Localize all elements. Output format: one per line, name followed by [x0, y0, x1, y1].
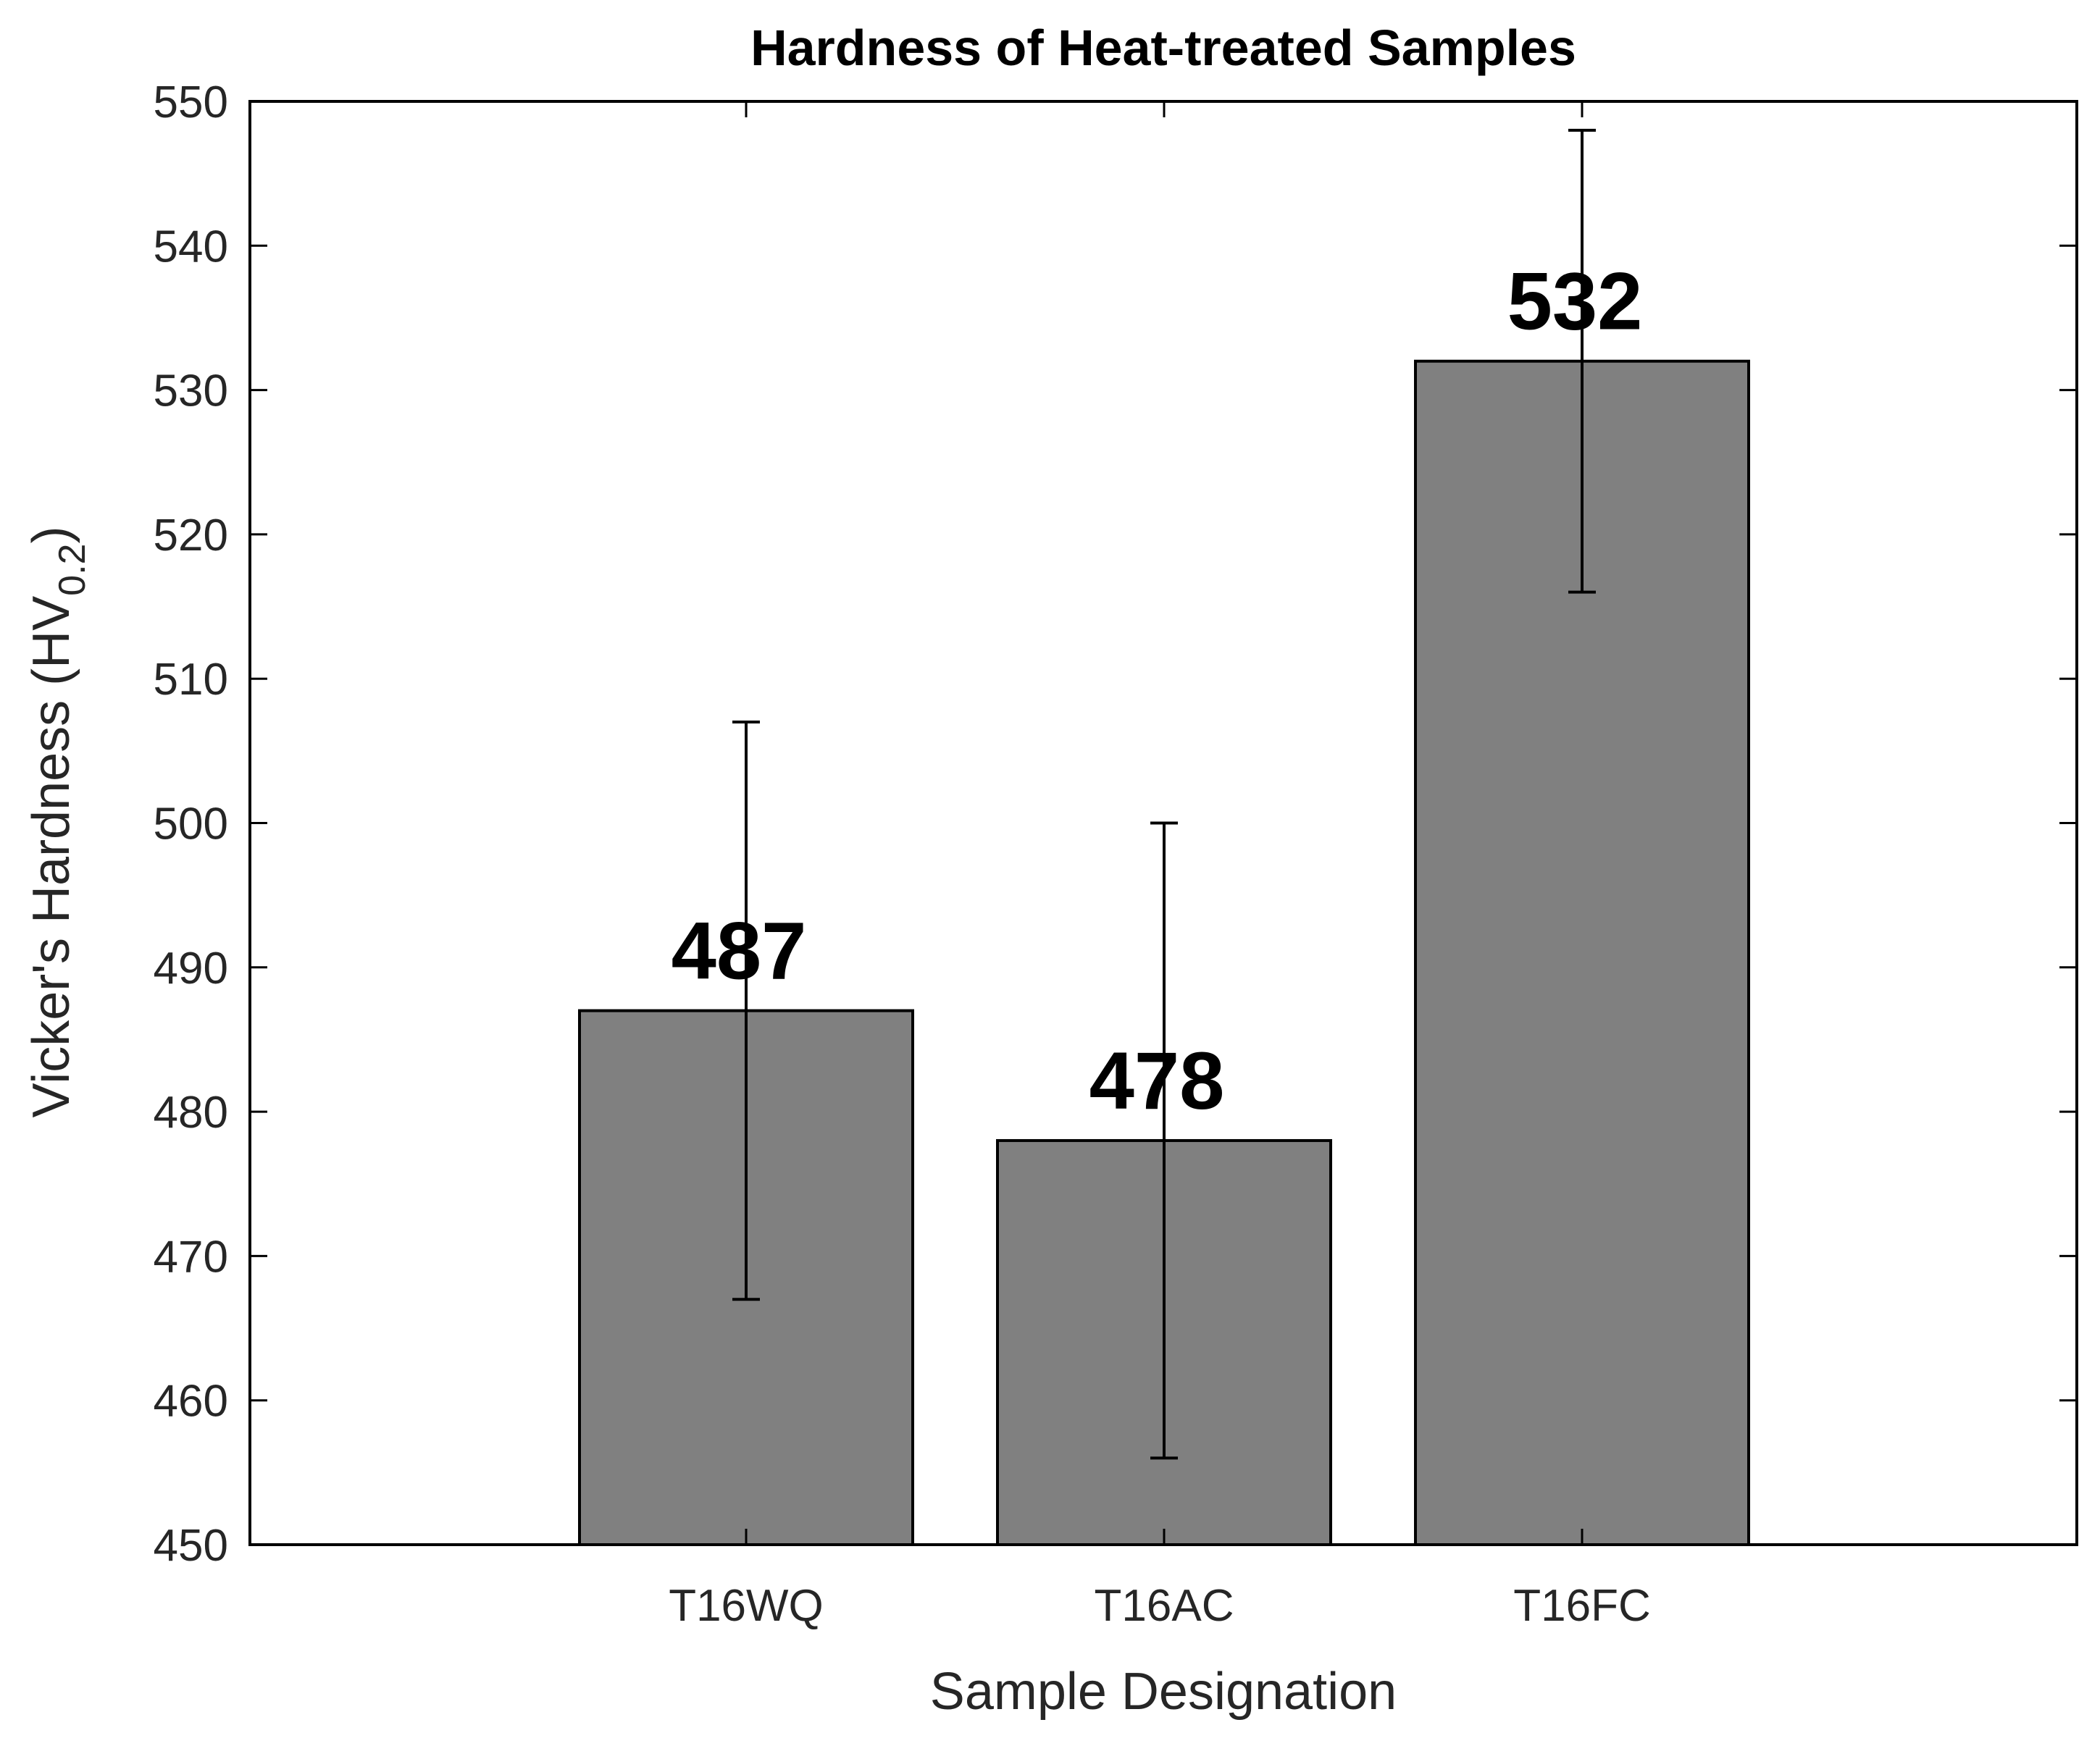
value-label-t16ac: 478	[1089, 1036, 1225, 1126]
y-axis-title: Vicker's Hardness (HV0.2)	[22, 526, 93, 1118]
y-tick-label-480: 480	[154, 1088, 228, 1138]
y-tick-label-510: 510	[154, 655, 228, 705]
y-tick-label-450: 450	[154, 1521, 228, 1571]
x-axis-title: Sample Designation	[930, 1663, 1397, 1721]
y-tick-label-550: 550	[154, 77, 228, 127]
y-axis-title-close: )	[22, 526, 80, 544]
y-tick-label-460: 460	[154, 1377, 228, 1427]
x-axis-ticks: T16WQ T16AC T16FC	[669, 101, 1651, 1631]
value-labels: 487 478 532	[672, 256, 1643, 1126]
x-tick-label-t16wq: T16WQ	[669, 1581, 824, 1631]
y-axis-title-subscript: 0.2	[51, 544, 93, 596]
x-tick-label-t16fc: T16FC	[1513, 1581, 1650, 1631]
x-tick-label-t16ac: T16AC	[1095, 1581, 1234, 1631]
y-tick-label-520: 520	[154, 511, 228, 561]
value-label-t16fc: 532	[1507, 256, 1643, 347]
error-bars-group	[732, 128, 1596, 1460]
chart-title: Hardness of Heat-treated Samples	[750, 20, 1576, 76]
y-tick-label-540: 540	[154, 222, 228, 272]
y-axis-ticks: 450 460 470 480 490 500 510 520 530 540 550	[154, 77, 2077, 1571]
y-tick-label-530: 530	[154, 366, 228, 416]
y-tick-label-470: 470	[154, 1232, 228, 1282]
value-label-t16wq: 487	[672, 906, 807, 996]
y-axis-title-main: Vicker's Hardness (HV	[22, 596, 80, 1118]
y-tick-label-500: 500	[154, 799, 228, 849]
y-tick-label-490: 490	[154, 944, 228, 994]
